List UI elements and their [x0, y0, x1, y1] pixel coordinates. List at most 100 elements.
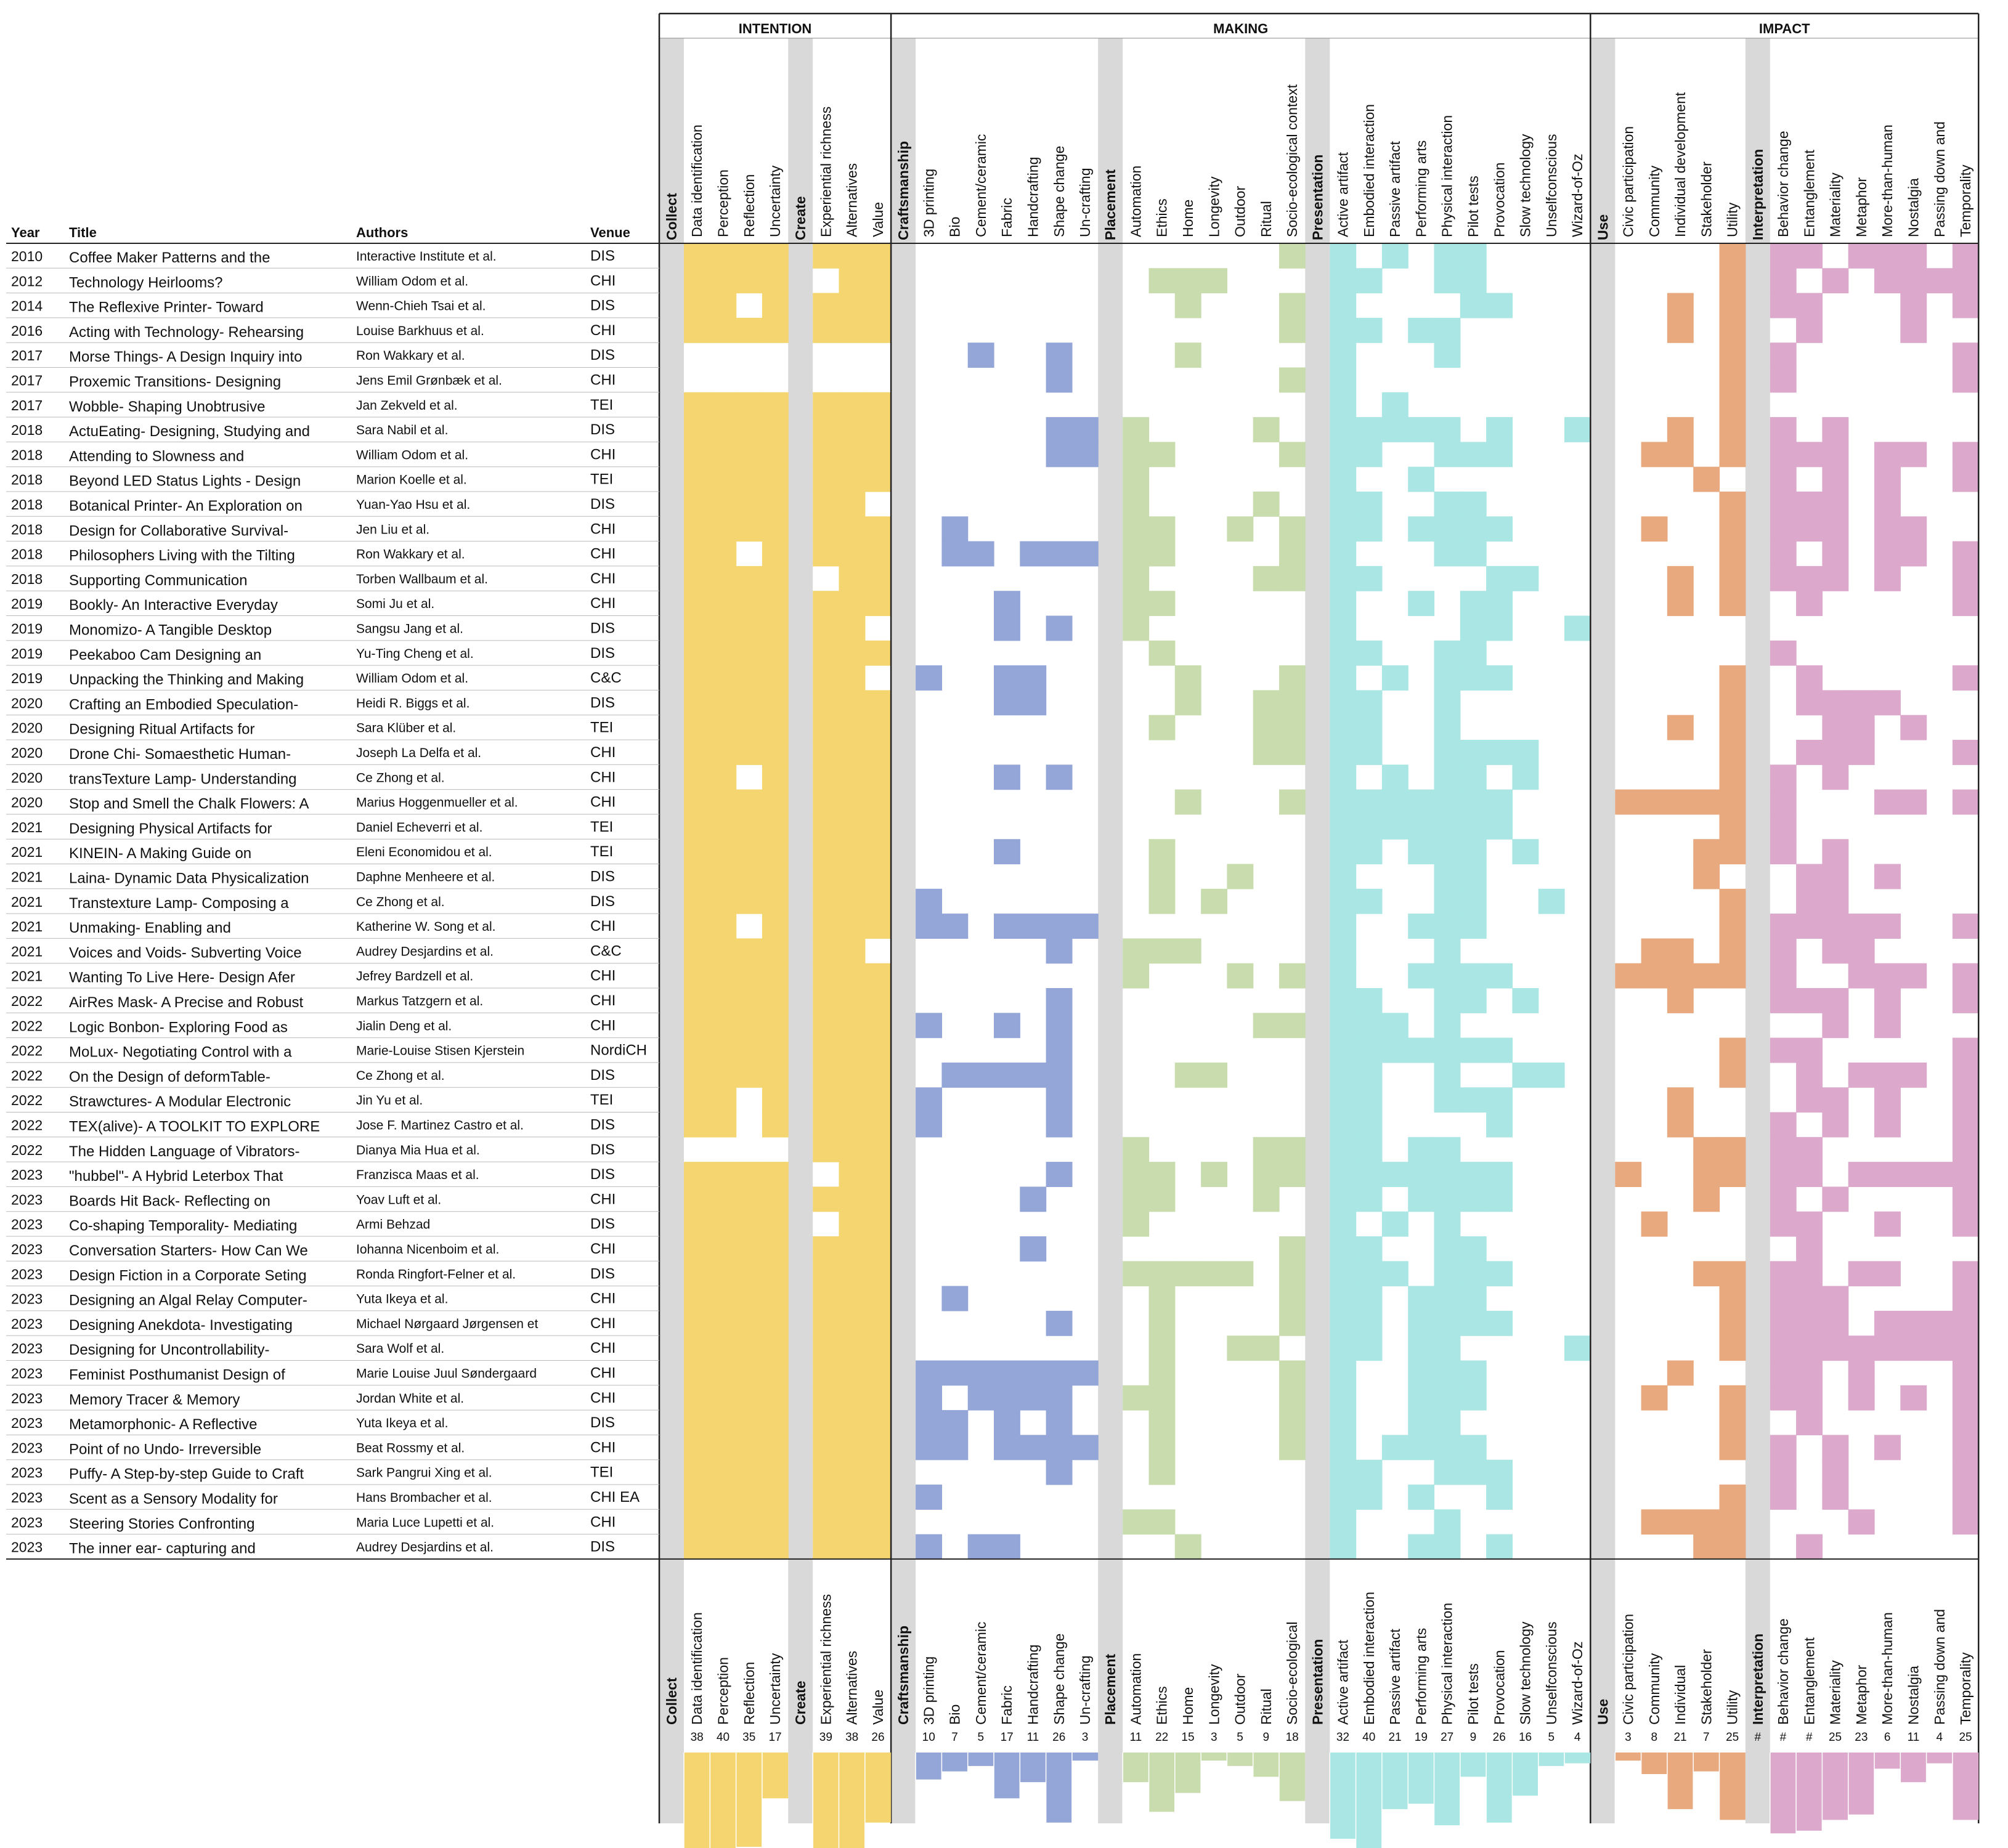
column-label-top: Materiality: [1827, 172, 1843, 237]
row-venue: TEI: [590, 819, 613, 835]
cell: [1381, 1037, 1408, 1063]
cell: [1693, 1534, 1720, 1560]
row-authors: Jin Yu et al.: [356, 1093, 423, 1108]
cell: [864, 1485, 892, 1510]
cell: [1279, 1162, 1306, 1187]
cell: [684, 541, 710, 567]
cell: [1848, 740, 1875, 765]
cell: [1486, 516, 1513, 542]
row-title: Acting with Technology- Rehearsing: [69, 324, 304, 341]
cell: [839, 1360, 866, 1386]
cell: [762, 1385, 789, 1411]
cell: [1408, 417, 1435, 442]
cell: [1796, 1410, 1823, 1435]
cell: [813, 1186, 840, 1212]
cell: [1434, 1211, 1461, 1237]
cell: [1952, 466, 1979, 492]
cell: [1123, 1261, 1150, 1287]
cell: [762, 665, 789, 691]
cell: [1874, 864, 1901, 890]
cell: [736, 640, 763, 666]
row-year: 2022: [11, 993, 43, 1009]
cell: [1822, 1435, 1849, 1461]
column-label-bottom: Metaphor: [1853, 1664, 1869, 1725]
cell: [1952, 565, 1979, 591]
cell: [736, 814, 763, 840]
cell: [813, 963, 840, 989]
cell: [1874, 442, 1901, 468]
column-label-bottom: Performing arts: [1413, 1628, 1429, 1725]
cell: [1874, 268, 1901, 294]
cell: [1822, 516, 1849, 542]
cell: [1952, 268, 1979, 294]
cell: [1770, 789, 1797, 815]
cell: [1874, 541, 1901, 567]
cell: [1719, 293, 1746, 318]
row-title: transTexture Lamp- Understanding: [69, 771, 297, 787]
total-bar: [1356, 1753, 1382, 1848]
cell: [916, 1534, 942, 1560]
cell: [1201, 1062, 1227, 1088]
cell: [1123, 492, 1150, 517]
row-title: KINEIN- A Making Guide on: [69, 845, 251, 862]
cell: [864, 541, 892, 567]
cell: [1174, 342, 1201, 368]
cell: [710, 1435, 737, 1461]
cell: [1486, 1261, 1513, 1287]
cell: [710, 1410, 737, 1435]
cell: [1460, 293, 1487, 318]
cell: [1279, 1435, 1306, 1461]
cell: [1148, 1360, 1176, 1386]
cell: [1356, 814, 1383, 840]
cell: [1330, 1509, 1357, 1535]
cell: [684, 740, 710, 765]
cell: [941, 1435, 969, 1461]
cell: [684, 814, 710, 840]
cell: [813, 417, 840, 442]
cell: [1822, 938, 1849, 964]
total-label: 11: [1027, 1731, 1039, 1744]
cell: [1279, 1286, 1306, 1311]
cell: [1330, 690, 1357, 716]
cell: [813, 243, 840, 269]
row-title: On the Design of deformTable-: [69, 1069, 270, 1085]
cell: [994, 665, 1020, 691]
cell: [1253, 1013, 1280, 1039]
cell: [1071, 914, 1099, 939]
cell: [1538, 888, 1565, 914]
row-year: 2010: [11, 248, 43, 264]
cell: [1279, 1385, 1306, 1411]
cell: [1719, 591, 1746, 617]
cell: [1434, 988, 1461, 1013]
cell: [1356, 565, 1383, 591]
row-authors: Armi Behzad: [356, 1218, 430, 1232]
cell: [1330, 1062, 1357, 1088]
cell: [839, 1459, 866, 1485]
cell: [710, 1485, 737, 1510]
cell: [1952, 789, 1979, 815]
cell: [684, 392, 710, 418]
cell: [762, 1410, 789, 1435]
row-authors: Eleni Economidou et al.: [356, 845, 492, 859]
cell: [1174, 665, 1201, 691]
cell: [813, 1385, 840, 1411]
cell: [1201, 268, 1227, 294]
row-title: Monomizo- A Tangible Desktop: [69, 622, 272, 639]
total-bars: [683, 1753, 1979, 1848]
cell: [1900, 963, 1927, 989]
cell: [813, 392, 840, 418]
cell: [864, 1360, 892, 1386]
cell: [1770, 342, 1797, 368]
cell: [1848, 1261, 1875, 1287]
cell: [1641, 1385, 1668, 1411]
row-year: 2018: [11, 496, 43, 513]
subgroup-band-create: [788, 38, 813, 1823]
cell: [736, 392, 763, 418]
cell: [1356, 888, 1383, 914]
cell: [684, 1087, 710, 1113]
row-venue: DIS: [590, 298, 615, 314]
column-label-bottom: Fabric: [999, 1685, 1015, 1725]
cell: [1330, 988, 1357, 1013]
cell: [1770, 1137, 1797, 1162]
total-bar: [1926, 1753, 1953, 1764]
